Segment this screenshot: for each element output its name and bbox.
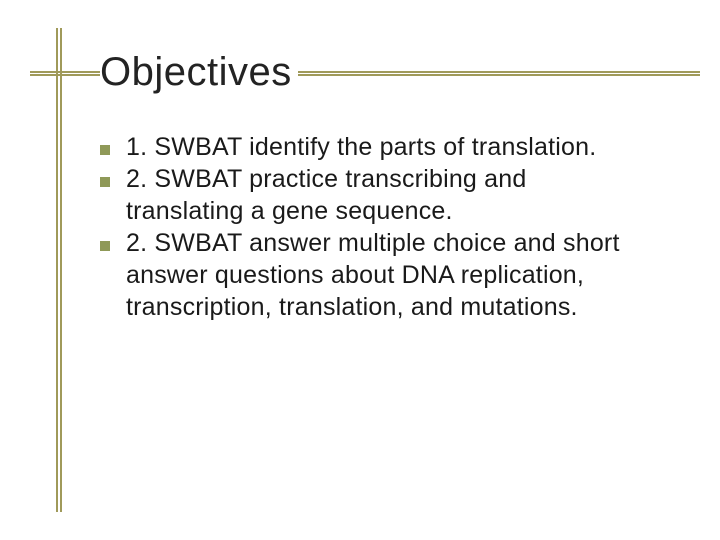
- content-area: 1. SWBAT identify the parts of translati…: [100, 131, 660, 323]
- list-item: 2. SWBAT answer multiple choice and shor…: [100, 227, 640, 323]
- list-item: 2. SWBAT practice transcribing and trans…: [100, 163, 640, 227]
- slide-title: Objectives: [100, 50, 298, 95]
- list-item-text: 1. SWBAT identify the parts of translati…: [126, 131, 596, 163]
- list-item-text: 2. SWBAT answer multiple choice and shor…: [126, 227, 640, 323]
- vertical-rule-shadow: [60, 28, 62, 512]
- bullet-icon: [100, 145, 110, 155]
- list-item-text: 2. SWBAT practice transcribing and trans…: [126, 163, 640, 227]
- title-block: Objectives: [100, 50, 660, 95]
- bullet-icon: [100, 241, 110, 251]
- vertical-rule: [56, 28, 58, 512]
- bullet-icon: [100, 177, 110, 187]
- list-item: 1. SWBAT identify the parts of translati…: [100, 131, 640, 163]
- slide: Objectives 1. SWBAT identify the parts o…: [0, 0, 720, 540]
